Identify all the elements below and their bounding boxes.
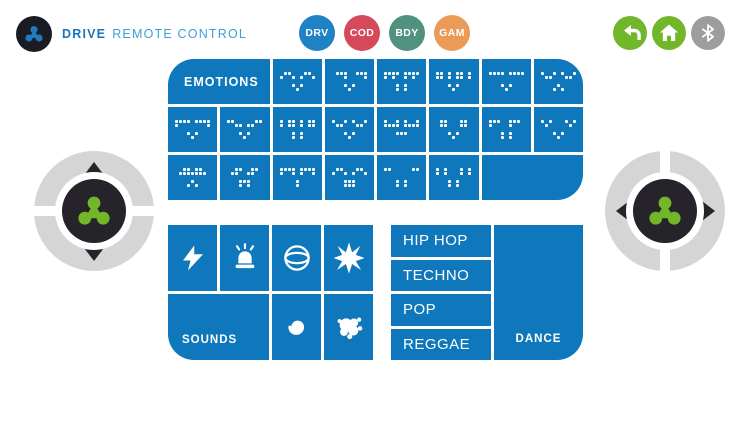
burst-icon	[332, 242, 365, 274]
bluetooth-button[interactable]	[691, 16, 725, 50]
dash-logo-icon	[649, 196, 681, 225]
back-arrow-icon	[624, 25, 641, 40]
tab-bdy[interactable]: BDY	[389, 15, 425, 51]
dash-logo-icon	[78, 196, 110, 225]
page-title: DRIVE REMOTE CONTROL	[62, 16, 247, 52]
emotion-tile-15[interactable]	[168, 155, 218, 200]
emotion-face-icon	[384, 119, 420, 140]
right-joystick	[605, 147, 725, 275]
emotion-tile-20[interactable]	[429, 155, 479, 200]
sound-ball-tile[interactable]	[272, 225, 321, 291]
left-center-button[interactable]	[62, 179, 126, 243]
emotion-face-icon	[540, 71, 576, 92]
tab-cod[interactable]: COD	[344, 15, 380, 51]
emotion-tile-1[interactable]	[272, 59, 322, 104]
emotion-face-icon	[227, 119, 263, 140]
emotions-label: EMOTIONS	[184, 74, 259, 89]
sound-lightning-tile[interactable]	[168, 225, 217, 291]
sounds-panel: SOUNDS	[168, 225, 373, 360]
tab-drv[interactable]: DRV	[299, 15, 335, 51]
sound-burst-tile[interactable]	[324, 225, 373, 291]
emotions-label-tile: EMOTIONS	[168, 59, 270, 104]
emotion-tile-2[interactable]	[324, 59, 374, 104]
emotion-face-icon	[384, 167, 420, 188]
emotion-tile-14[interactable]	[533, 107, 583, 152]
right-dpad-center-ring	[626, 172, 704, 250]
dance-track-techno[interactable]: TECHNO	[391, 259, 491, 291]
emotion-face-icon	[175, 167, 210, 188]
system-buttons	[613, 16, 725, 50]
emotion-tile-10[interactable]	[324, 107, 374, 152]
home-button[interactable]	[652, 16, 686, 50]
emotion-face-icon	[488, 119, 524, 140]
emotion-face-icon	[540, 119, 576, 140]
sound-splat-tile[interactable]	[324, 294, 373, 360]
emotion-tile-7[interactable]	[168, 107, 218, 152]
ball-icon	[283, 245, 310, 271]
left-dpad-disc	[30, 151, 158, 271]
emotion-tile-19[interactable]	[377, 155, 427, 200]
bluetooth-icon	[702, 24, 714, 42]
emotion-face-icon	[331, 119, 367, 140]
emotion-tile-18[interactable]	[324, 155, 374, 200]
right-center-button[interactable]	[633, 179, 697, 243]
home-icon	[660, 24, 678, 41]
emotion-tile-17[interactable]	[272, 155, 322, 200]
emotions-blank-tile	[481, 155, 583, 200]
emotion-face-icon	[436, 71, 472, 92]
app-logo	[16, 16, 52, 52]
emotion-tile-11[interactable]	[377, 107, 427, 152]
left-joystick	[30, 151, 158, 271]
emotion-tile-6[interactable]	[533, 59, 583, 104]
back-button[interactable]	[613, 16, 647, 50]
emotion-face-icon	[488, 71, 524, 92]
nav-tabs: DRV COD BDY GAM	[299, 15, 470, 51]
emotion-tile-16[interactable]	[220, 155, 270, 200]
emotion-tile-4[interactable]	[429, 59, 479, 104]
emotion-tile-9[interactable]	[272, 107, 322, 152]
dance-tracks: HIP HOP TECHNO POP REGGAE	[391, 225, 491, 360]
emotions-panel: EMOTIONS	[168, 59, 583, 200]
emotion-face-icon	[175, 119, 211, 140]
dash-logo-icon	[25, 26, 43, 42]
emotion-face-icon	[279, 119, 315, 140]
tab-gam[interactable]: GAM	[434, 15, 470, 51]
emotion-face-icon	[436, 119, 471, 140]
emotion-tile-8[interactable]	[220, 107, 270, 152]
emotion-face-icon	[436, 167, 472, 188]
dance-track-reggae[interactable]: REGGAE	[391, 328, 491, 360]
emotion-face-icon	[384, 71, 420, 92]
lightning-icon	[182, 245, 203, 271]
sound-spiral-tile[interactable]	[272, 294, 321, 360]
title-remote-control: REMOTE CONTROL	[112, 27, 248, 41]
emotion-face-icon	[279, 71, 315, 92]
spiral-icon	[287, 320, 304, 335]
dance-track-hip-hop[interactable]: HIP HOP	[391, 225, 491, 257]
title-drive: DRIVE	[62, 27, 107, 41]
sounds-label: SOUNDS	[182, 334, 238, 346]
left-dpad-center-ring	[55, 172, 133, 250]
emotion-tile-5[interactable]	[481, 59, 531, 104]
emotion-tile-13[interactable]	[481, 107, 531, 152]
dance-track-pop[interactable]: POP	[391, 294, 491, 326]
emotion-tile-3[interactable]	[377, 59, 427, 104]
right-dpad-disc	[605, 147, 725, 275]
emotion-tile-12[interactable]	[429, 107, 479, 152]
sound-siren-tile[interactable]	[220, 225, 269, 291]
dance-label-tile: DANCE	[494, 225, 583, 360]
siren-icon	[235, 243, 254, 269]
emotion-face-icon	[227, 167, 262, 188]
emotion-face-icon	[279, 167, 315, 188]
emotion-face-icon	[331, 167, 367, 188]
dance-label: DANCE	[515, 333, 562, 345]
splat-icon	[337, 317, 362, 340]
sounds-label-tile: SOUNDS	[168, 294, 269, 360]
emotion-face-icon	[332, 71, 367, 92]
